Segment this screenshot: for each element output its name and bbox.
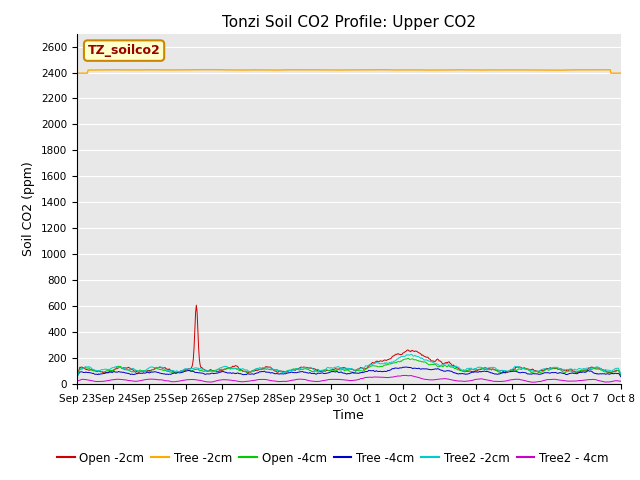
Title: Tonzi Soil CO2 Profile: Upper CO2: Tonzi Soil CO2 Profile: Upper CO2	[222, 15, 476, 30]
Text: TZ_soilco2: TZ_soilco2	[88, 44, 161, 57]
Legend: Open -2cm, Tree -2cm, Open -4cm, Tree -4cm, Tree2 -2cm, Tree2 - 4cm: Open -2cm, Tree -2cm, Open -4cm, Tree -4…	[52, 447, 613, 469]
X-axis label: Time: Time	[333, 409, 364, 422]
Y-axis label: Soil CO2 (ppm): Soil CO2 (ppm)	[22, 161, 35, 256]
